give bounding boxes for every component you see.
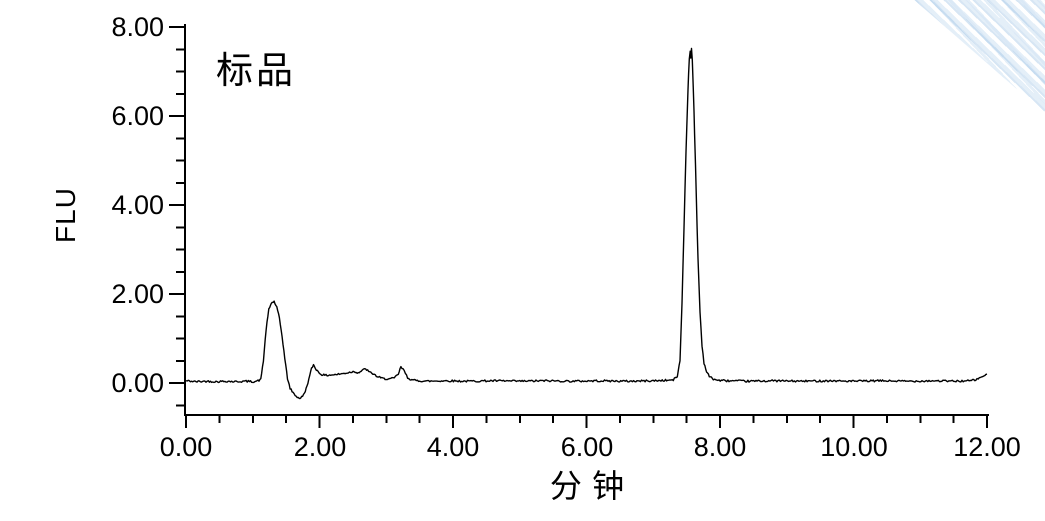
y-tick-label-6: 6.00 [111, 101, 164, 131]
x-tick-label-12: 12.00 [953, 432, 1021, 462]
x-tick-label-10: 10.00 [820, 432, 888, 462]
y-tick-label-4: 4.00 [111, 190, 164, 220]
chromatogram-trace [185, 47, 988, 400]
x-tick-label-4: 4.00 [426, 432, 480, 462]
x-tick-label-6: 6.00 [560, 432, 614, 462]
x-tick-label-0: 0.00 [159, 432, 213, 462]
sample-annotation: 标品 [216, 49, 296, 92]
y-tick-label-2: 2.00 [111, 279, 164, 309]
x-tick-label-8: 8.00 [693, 432, 747, 462]
y-tick-label-8: 8.00 [111, 12, 164, 42]
x-tick-label-2: 2.00 [293, 432, 347, 462]
y-tick-label-0: 0.00 [111, 368, 164, 398]
x-axis-label: 分 钟 [549, 467, 625, 505]
